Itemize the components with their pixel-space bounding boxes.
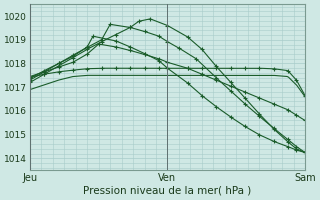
X-axis label: Pression niveau de la mer( hPa ): Pression niveau de la mer( hPa )	[83, 186, 252, 196]
